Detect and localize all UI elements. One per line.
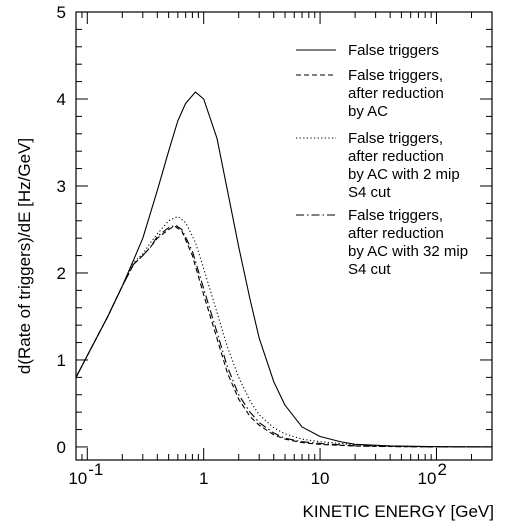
x-tick-exponent: -1 [88,460,103,479]
plot-frame [75,11,493,461]
legend-text-4: after reduction [348,225,444,242]
series-line-1 [75,91,493,448]
x-tick-exponent: 2 [437,460,446,479]
y-tick-label: 5 [57,3,66,22]
legend-text-2: False triggers, [348,67,443,84]
legend-text-3: S4 cut [348,184,391,201]
legend-text-3: after reduction [348,148,444,165]
x-tick-label: 10 [311,469,330,488]
y-tick-label: 1 [57,351,66,370]
y-tick-label: 0 [57,438,66,457]
x-axis-title: KINETIC ENERGY [GeV] [303,502,494,521]
legend-text-4: False triggers, [348,207,443,224]
legend-text-2: by AC [348,103,388,120]
legend-text-1: False triggers [348,42,439,59]
y-axis-title: d(Rate of triggers)/dE [Hz/GeV] [15,138,34,374]
series-line-4 [75,224,493,448]
legend-text-4: by AC with 32 mip [348,243,468,260]
y-tick-label: 4 [57,90,66,109]
legend-text-3: by AC with 2 mip [348,166,460,183]
legend-text-4: S4 cut [348,261,391,278]
legend-text-2: after reduction [348,85,444,102]
x-tick-label: 1 [199,469,208,488]
x-tick-label: 10 [418,469,437,488]
legend-text-3: False triggers, [348,130,443,147]
y-tick-label: 2 [57,264,66,283]
x-tick-label: 10 [68,469,87,488]
y-tick-label: 3 [57,177,66,196]
series-group [75,91,493,448]
